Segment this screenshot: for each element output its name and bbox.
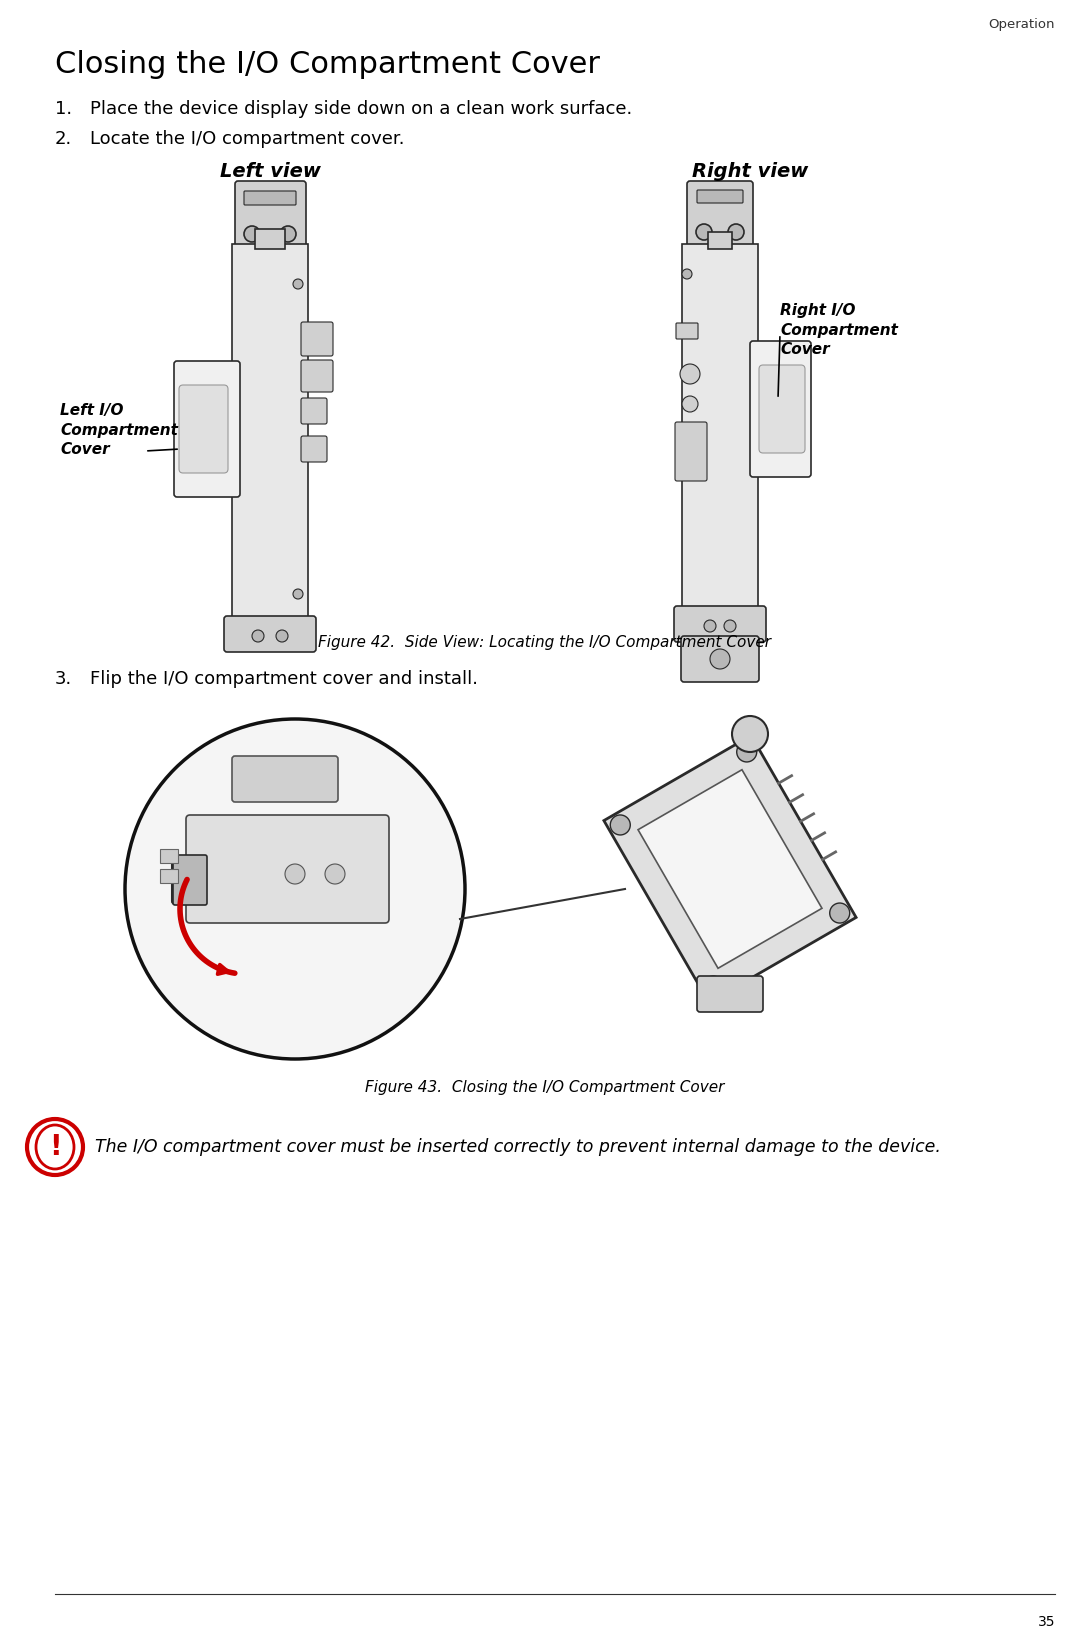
Circle shape xyxy=(244,227,261,243)
FancyBboxPatch shape xyxy=(232,757,338,803)
FancyBboxPatch shape xyxy=(697,191,743,204)
Circle shape xyxy=(293,279,303,290)
Polygon shape xyxy=(604,736,856,1002)
Text: Left I/O
Compartment
Cover: Left I/O Compartment Cover xyxy=(60,403,178,457)
Circle shape xyxy=(710,650,730,669)
Circle shape xyxy=(682,397,698,413)
Circle shape xyxy=(325,865,346,885)
Bar xyxy=(708,233,732,250)
Text: Right I/O
Compartment
Cover: Right I/O Compartment Cover xyxy=(780,302,898,357)
FancyBboxPatch shape xyxy=(186,816,389,924)
Text: Right view: Right view xyxy=(692,162,808,181)
FancyBboxPatch shape xyxy=(174,362,240,498)
Circle shape xyxy=(697,225,712,242)
Bar xyxy=(255,230,284,250)
FancyBboxPatch shape xyxy=(172,857,388,904)
Circle shape xyxy=(680,366,700,385)
FancyBboxPatch shape xyxy=(301,398,327,424)
Text: Place the device display side down on a clean work surface.: Place the device display side down on a … xyxy=(90,100,632,118)
Circle shape xyxy=(829,904,850,924)
Bar xyxy=(160,870,178,883)
FancyBboxPatch shape xyxy=(173,855,207,906)
Circle shape xyxy=(284,865,305,885)
Text: 3.: 3. xyxy=(54,669,72,687)
FancyBboxPatch shape xyxy=(675,423,707,481)
Text: Operation: Operation xyxy=(989,18,1055,31)
FancyBboxPatch shape xyxy=(759,366,806,454)
Circle shape xyxy=(728,225,744,242)
FancyBboxPatch shape xyxy=(301,323,334,357)
Text: Figure 43.  Closing the I/O Compartment Cover: Figure 43. Closing the I/O Compartment C… xyxy=(365,1079,725,1095)
Text: Left view: Left view xyxy=(219,162,320,181)
Circle shape xyxy=(737,743,756,762)
FancyBboxPatch shape xyxy=(301,361,334,393)
FancyBboxPatch shape xyxy=(179,385,228,473)
Text: 1.: 1. xyxy=(54,100,72,118)
FancyBboxPatch shape xyxy=(235,181,306,258)
Circle shape xyxy=(610,816,630,836)
Text: The I/O compartment cover must be inserted correctly to prevent internal damage : The I/O compartment cover must be insert… xyxy=(95,1138,941,1155)
FancyBboxPatch shape xyxy=(301,437,327,463)
Text: 35: 35 xyxy=(1038,1614,1055,1629)
Circle shape xyxy=(704,620,716,633)
FancyBboxPatch shape xyxy=(676,323,698,339)
Circle shape xyxy=(703,976,724,997)
Text: Figure 42.  Side View: Locating the I/O Compartment Cover: Figure 42. Side View: Locating the I/O C… xyxy=(318,635,772,650)
Polygon shape xyxy=(638,770,822,969)
FancyBboxPatch shape xyxy=(225,617,316,653)
Bar xyxy=(682,245,758,615)
Circle shape xyxy=(252,630,264,643)
Text: Locate the I/O compartment cover.: Locate the I/O compartment cover. xyxy=(90,131,404,149)
Circle shape xyxy=(125,720,465,1059)
FancyBboxPatch shape xyxy=(750,341,811,478)
Bar xyxy=(232,245,308,625)
Circle shape xyxy=(724,620,736,633)
Text: Closing the I/O Compartment Cover: Closing the I/O Compartment Cover xyxy=(54,51,600,78)
FancyBboxPatch shape xyxy=(697,976,763,1012)
FancyBboxPatch shape xyxy=(244,193,296,206)
Text: Flip the I/O compartment cover and install.: Flip the I/O compartment cover and insta… xyxy=(90,669,479,687)
Circle shape xyxy=(27,1120,83,1175)
FancyBboxPatch shape xyxy=(674,607,766,643)
Bar xyxy=(160,850,178,863)
FancyBboxPatch shape xyxy=(681,636,759,682)
Circle shape xyxy=(732,716,768,752)
Circle shape xyxy=(280,227,296,243)
Circle shape xyxy=(682,269,692,279)
Text: !: ! xyxy=(49,1133,61,1160)
FancyBboxPatch shape xyxy=(687,181,753,253)
Circle shape xyxy=(276,630,288,643)
Circle shape xyxy=(293,589,303,599)
Text: 2.: 2. xyxy=(54,131,72,149)
